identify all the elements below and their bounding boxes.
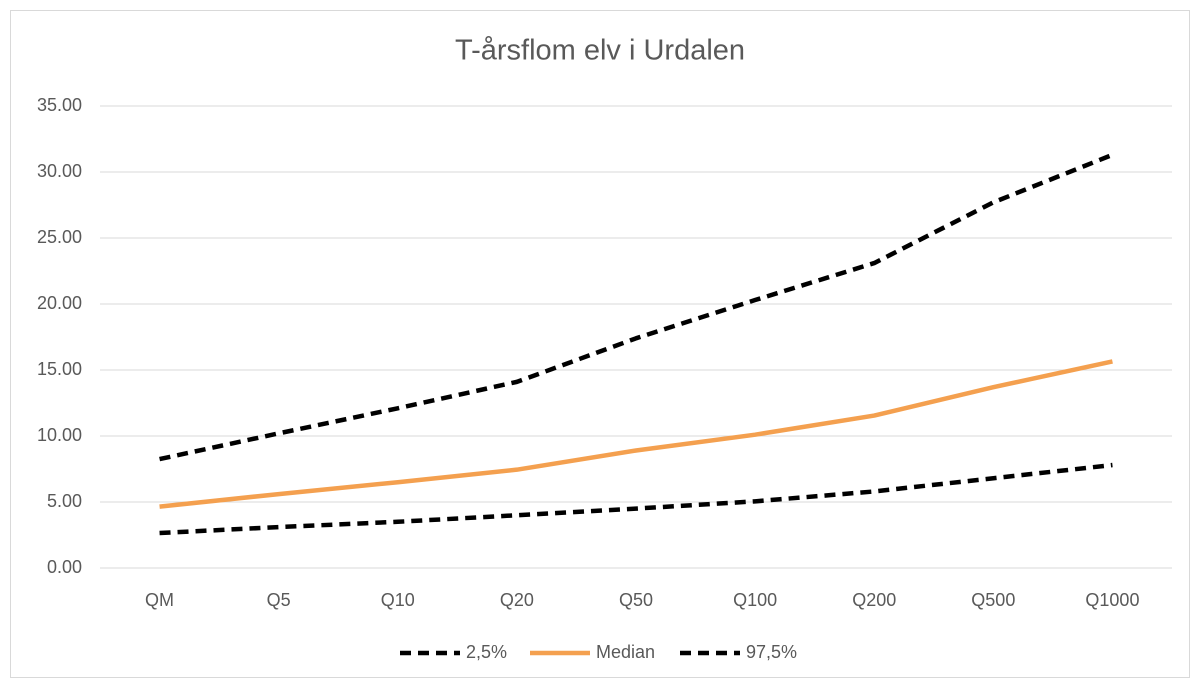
x-tick-label: Q100 [733,590,777,610]
y-tick-label: 30.00 [37,161,82,181]
x-tick-label: Q5 [267,590,291,610]
series-line [159,152,1114,462]
series-line [159,359,1113,509]
x-tick-label: Q500 [971,590,1015,610]
y-tick-label: 35.00 [37,95,82,115]
x-tick-label: Q200 [852,590,896,610]
x-tick-label: QM [145,590,174,610]
x-tick-label: Q50 [619,590,653,610]
legend-label: Median [596,642,655,662]
legend-label: 97,5% [746,642,797,662]
y-tick-label: 5.00 [47,491,82,511]
y-tick-label: 25.00 [37,227,82,247]
y-tick-label: 0.00 [47,557,82,577]
y-tick-label: 15.00 [37,359,82,379]
y-tick-label: 10.00 [37,425,82,445]
chart-border [10,10,1190,678]
x-tick-label: Q20 [500,590,534,610]
x-tick-label: Q10 [381,590,415,610]
x-tick-label: Q1000 [1085,590,1139,610]
y-tick-label: 20.00 [37,293,82,313]
series-line [159,462,1113,536]
chart-title: T-årsflom elv i Urdalen [455,35,745,67]
legend-label: 2,5% [466,642,507,662]
